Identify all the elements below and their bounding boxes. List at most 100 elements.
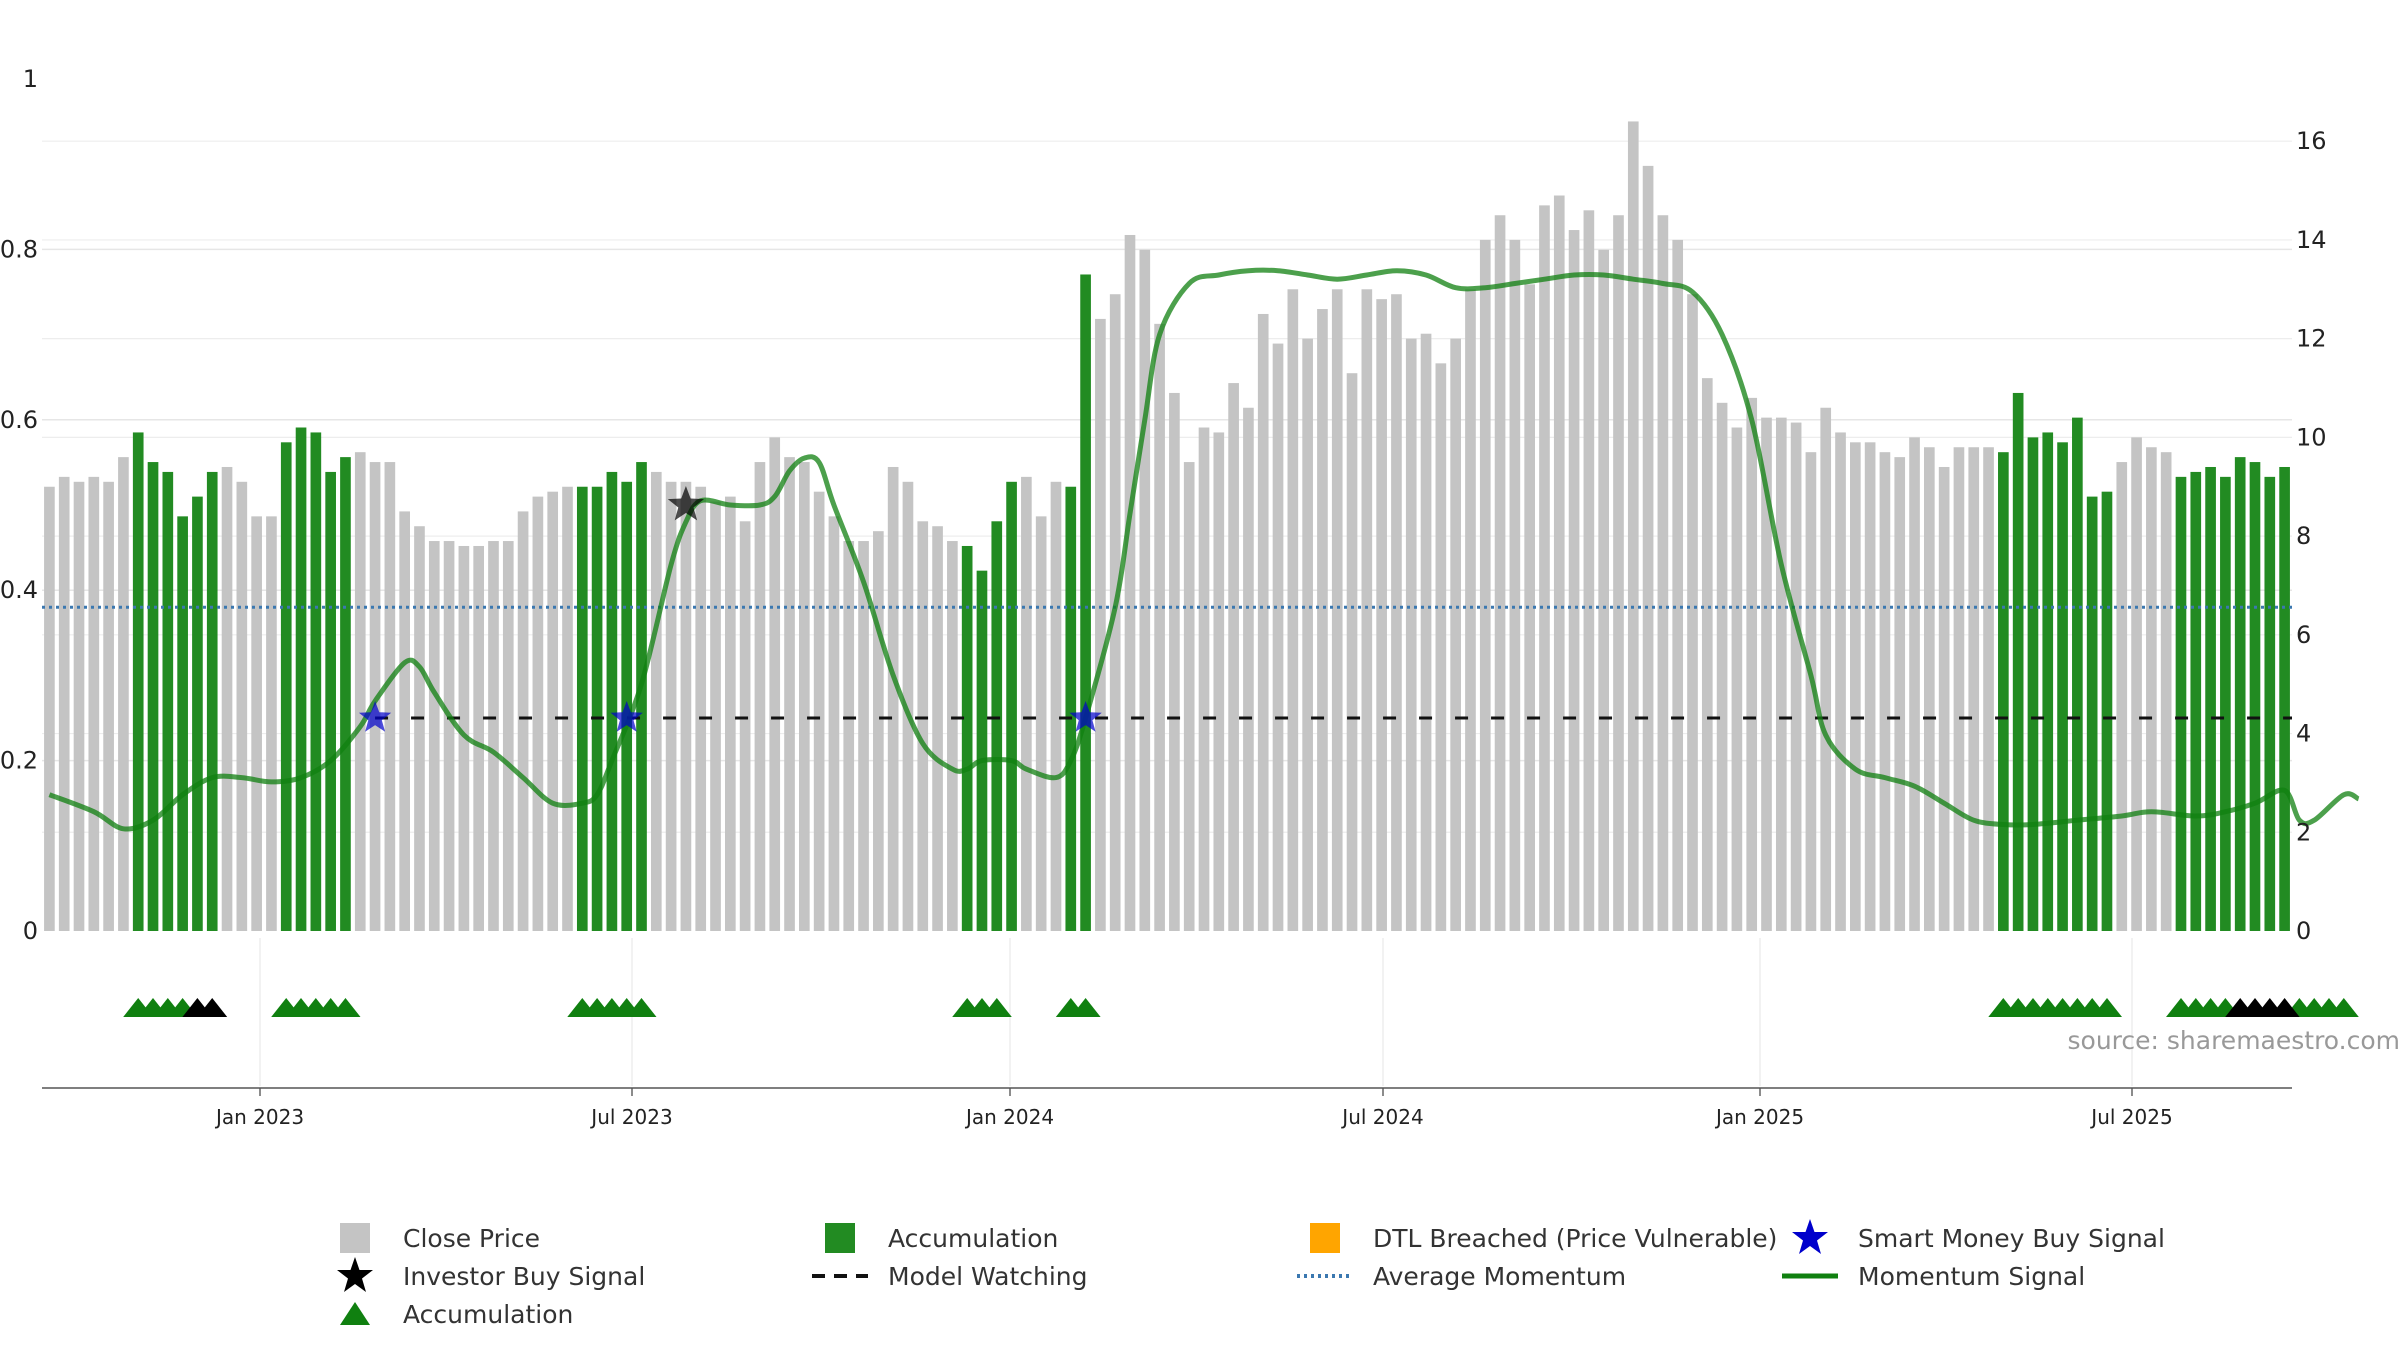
close-price-bar bbox=[266, 516, 277, 931]
close-price-bar bbox=[843, 541, 855, 931]
close-price-bar bbox=[902, 481, 914, 931]
accumulation-bar bbox=[162, 471, 174, 931]
close-price-bar bbox=[1820, 407, 1832, 931]
close-price-bar bbox=[517, 511, 529, 931]
accumulation-bar bbox=[310, 432, 322, 931]
black-triangle-icon bbox=[2269, 998, 2300, 1017]
close-price-bar bbox=[1953, 447, 1965, 931]
close-price-bar bbox=[488, 541, 499, 931]
close-price-bar bbox=[1835, 432, 1846, 931]
accumulation-bar bbox=[591, 486, 603, 931]
right-tick-label: 8 bbox=[2296, 522, 2311, 550]
close-price-bar bbox=[650, 471, 662, 931]
close-price-bar bbox=[1139, 249, 1151, 931]
accumulation-bar bbox=[1998, 452, 2009, 931]
right-tick-label: 0 bbox=[2296, 917, 2311, 945]
source-watermark: source: sharemaestro.com bbox=[2068, 1026, 2400, 1055]
investor-star-icon bbox=[667, 486, 704, 521]
accumulation-bar bbox=[2220, 476, 2231, 931]
x-tick-label: Jan 2024 bbox=[964, 1105, 1054, 1129]
close-price-bar bbox=[1879, 452, 1891, 931]
close-price-bar bbox=[710, 501, 721, 931]
right-tick-label: 2 bbox=[2296, 818, 2311, 846]
left-tick-label: 0.6 bbox=[0, 406, 38, 434]
accumulation-bar bbox=[2234, 457, 2246, 931]
close-price-bar bbox=[414, 526, 425, 931]
close-price-bar bbox=[917, 521, 929, 931]
close-price-bar bbox=[1494, 215, 1506, 931]
close-price-bar bbox=[1627, 121, 1639, 932]
accumulation-bar bbox=[2279, 466, 2290, 931]
accumulation-bar bbox=[976, 570, 988, 931]
close-price-bar bbox=[932, 526, 943, 931]
accumulation-triangles bbox=[123, 998, 2359, 1017]
close-price-bar bbox=[1302, 338, 1313, 932]
close-price-bar bbox=[1613, 215, 1624, 931]
close-price-bar bbox=[547, 491, 559, 931]
accumulation-bar bbox=[325, 471, 336, 931]
accumulation-bar bbox=[1080, 274, 1091, 931]
close-price-bar bbox=[221, 466, 233, 931]
close-price-bar bbox=[1509, 239, 1521, 931]
close-price-bar bbox=[1183, 462, 1195, 931]
accumulation-bar bbox=[636, 462, 647, 931]
x-tick-label: Jul 2025 bbox=[2089, 1105, 2172, 1129]
close-price-bar bbox=[858, 541, 869, 931]
close-price-bar bbox=[369, 462, 381, 931]
accumulation-bar bbox=[2086, 496, 2098, 931]
smart-money-star-icon bbox=[1069, 701, 1102, 732]
close-price-bar bbox=[88, 476, 100, 931]
close-price-bar bbox=[1095, 318, 1106, 931]
close-price-bar bbox=[1346, 373, 1358, 931]
accumulation-bar bbox=[2072, 417, 2083, 931]
close-price-bar bbox=[1805, 452, 1817, 931]
close-price-bar bbox=[458, 545, 470, 931]
close-price-bar bbox=[58, 476, 70, 931]
accumulation-bar bbox=[2042, 432, 2054, 931]
accumulation-bar bbox=[2205, 466, 2216, 931]
close-price-bar bbox=[1435, 363, 1447, 931]
accumulation-bar bbox=[2249, 462, 2261, 931]
close-price-bar bbox=[1657, 215, 1669, 931]
left-tick-label: 0 bbox=[23, 917, 38, 945]
x-tick-label: Jan 2023 bbox=[214, 1105, 304, 1129]
x-tick-label: Jul 2024 bbox=[1340, 1105, 1423, 1129]
accumulation-bar bbox=[2057, 442, 2068, 931]
close-price-bar bbox=[1035, 516, 1047, 931]
close-price-bar bbox=[1420, 333, 1432, 931]
accumulation-bar bbox=[1065, 486, 1077, 931]
close-price-bar bbox=[724, 496, 736, 931]
close-price-bar bbox=[1701, 378, 1713, 931]
close-price-bar bbox=[680, 481, 692, 931]
accumulation-bar bbox=[606, 471, 618, 931]
accumulation-bar bbox=[295, 427, 307, 931]
accumulation-bar bbox=[1006, 481, 1017, 931]
close-price-bar bbox=[1257, 313, 1269, 931]
close-price-bar bbox=[118, 457, 129, 931]
close-price-bar bbox=[887, 466, 899, 931]
close-price-bar bbox=[384, 462, 396, 931]
right-tick-label: 16 bbox=[2296, 127, 2327, 155]
close-price-bar bbox=[1243, 407, 1254, 931]
signal-markers bbox=[358, 486, 1102, 732]
right-tick-label: 12 bbox=[2296, 325, 2327, 353]
close-price-bar bbox=[44, 486, 55, 931]
close-price-bar bbox=[1539, 205, 1550, 932]
accumulation-bar bbox=[576, 486, 588, 931]
close-price-bar bbox=[1568, 230, 1580, 932]
close-price-bar bbox=[1968, 447, 1980, 931]
close-price-bar bbox=[562, 486, 573, 931]
close-price-bar bbox=[1864, 442, 1876, 931]
close-price-bar bbox=[1746, 397, 1758, 932]
accumulation-bar bbox=[2175, 476, 2187, 931]
close-price-bar bbox=[1479, 239, 1491, 931]
left-tick-label: 1 bbox=[23, 65, 38, 93]
close-price-bar bbox=[502, 541, 514, 931]
close-price-bar bbox=[1198, 427, 1210, 931]
right-tick-label: 14 bbox=[2296, 226, 2327, 254]
close-price-bar bbox=[443, 541, 455, 931]
accumulation-bar bbox=[147, 462, 159, 931]
close-price-bar bbox=[1909, 437, 1920, 931]
close-price-bar bbox=[1583, 210, 1595, 931]
close-price-bar bbox=[1761, 417, 1772, 931]
